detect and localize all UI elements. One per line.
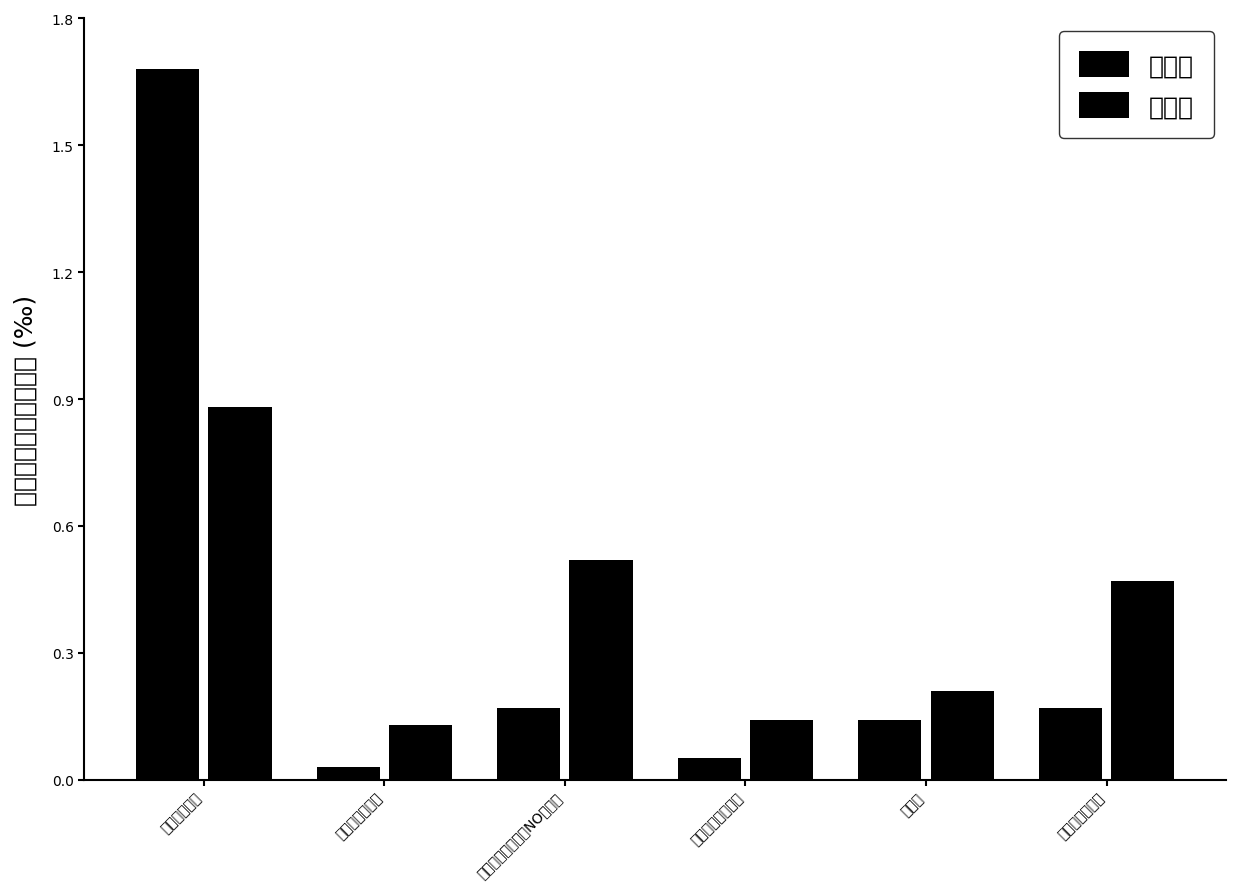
Bar — [1039, 708, 1102, 780]
Bar — [569, 560, 632, 780]
Bar — [1111, 581, 1174, 780]
Bar — [858, 721, 921, 780]
Bar — [930, 691, 993, 780]
Bar — [678, 759, 742, 780]
Bar — [316, 767, 379, 780]
Bar — [497, 708, 560, 780]
Bar — [136, 70, 200, 780]
Bar — [389, 725, 453, 780]
Legend: 对比例, 实施例: 对比例, 实施例 — [1059, 32, 1214, 139]
Y-axis label: 预测功能基因相对丰度 (‰): 预测功能基因相对丰度 (‰) — [14, 294, 38, 505]
Bar — [208, 408, 272, 780]
Bar — [750, 721, 813, 780]
